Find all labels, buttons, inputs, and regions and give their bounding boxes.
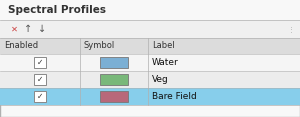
Bar: [0, 38, 300, 54]
Bar: [0, 20, 300, 38]
Bar: [100, 91, 128, 102]
Bar: [0, 71, 300, 88]
Bar: [0, 0, 300, 20]
Text: ↑: ↑: [24, 24, 32, 34]
Text: ✓: ✓: [37, 92, 43, 101]
Text: ✕: ✕: [11, 24, 17, 33]
Bar: [100, 74, 128, 85]
Bar: [0, 88, 300, 105]
Text: Water: Water: [152, 58, 179, 67]
Text: Label: Label: [152, 42, 175, 51]
Text: Symbol: Symbol: [84, 42, 115, 51]
Text: ✓: ✓: [37, 58, 43, 67]
Text: Spectral Profiles: Spectral Profiles: [8, 5, 106, 15]
Text: ⋮: ⋮: [288, 26, 295, 32]
Bar: [34, 91, 46, 102]
Text: Veg: Veg: [152, 75, 169, 84]
Bar: [0, 54, 300, 71]
Text: Enabled: Enabled: [4, 42, 38, 51]
Bar: [100, 57, 128, 68]
Text: Bare Field: Bare Field: [152, 92, 197, 101]
Bar: [34, 74, 46, 85]
Text: ↓: ↓: [38, 24, 46, 34]
Text: ✓: ✓: [37, 75, 43, 84]
Bar: [34, 57, 46, 68]
